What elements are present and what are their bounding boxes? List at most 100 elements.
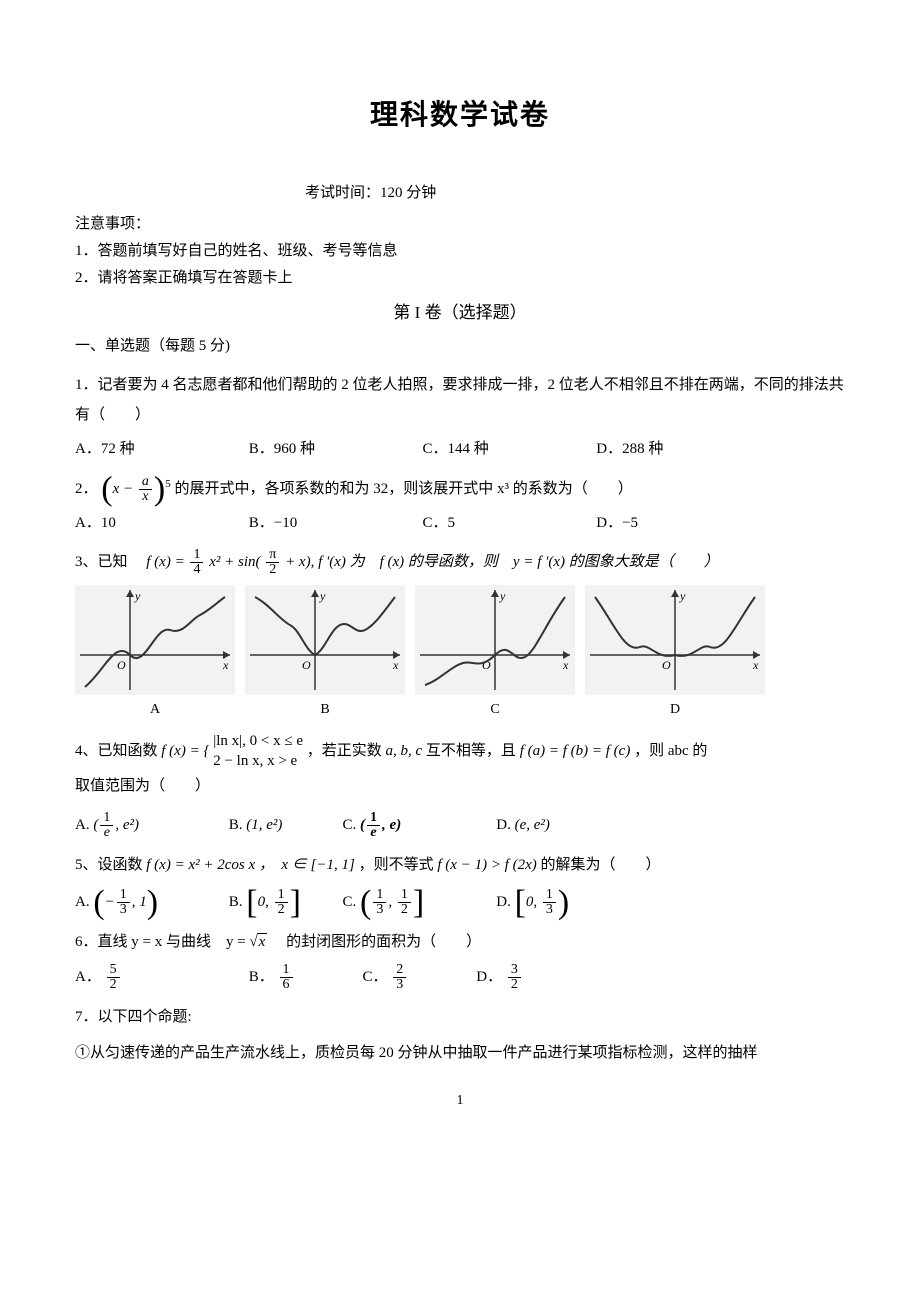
q3-f1d: 4: [190, 563, 203, 577]
svg-text:y: y: [134, 589, 141, 603]
q2-expr: x − ax: [113, 481, 154, 497]
svg-text:x: x: [222, 658, 229, 672]
q1-opt-a: A．72 种: [75, 436, 245, 463]
q6-sqrt-arg: x: [257, 933, 268, 950]
q3-graph-b: y x O B: [245, 585, 405, 722]
q5-b-pre: B.: [229, 889, 243, 916]
svg-text:x: x: [562, 658, 569, 672]
q5-d-pre: D.: [496, 889, 511, 916]
q6-c-n: 2: [393, 963, 406, 978]
q6-opt-d: D． 32: [476, 963, 586, 992]
question-6-options: A． 52 B． 16 C． 23 D． 32: [75, 963, 845, 992]
q3-label-b: B: [245, 697, 405, 722]
q6-text-a: 6．直线 y = x 与曲线 y =: [75, 934, 249, 950]
q4-d-pre: D.: [496, 812, 511, 839]
notice-2: 2．请将答案正确填写在答题卡上: [75, 265, 845, 292]
question-3: 3、已知 f (x) = 14 x² + sin( π2 + x), f '(x…: [75, 547, 845, 577]
q4-tail3: ，则 abc 的: [634, 743, 707, 759]
q5-tail2: 的解集为（ ）: [541, 857, 661, 873]
q3-mid1: x² + sin(: [209, 554, 260, 570]
q4-tail2: 互不相等，且: [426, 743, 520, 759]
q6-b-n: 1: [280, 963, 293, 978]
q4-fx: f (x) = {: [161, 743, 209, 759]
q5-c-pre: C.: [343, 889, 357, 916]
q5-dom: ， x ∈ [−1, 1]: [259, 857, 355, 873]
q4-line2: 取值范围为（ ）: [75, 778, 210, 794]
q4-lead: 4、已知函数: [75, 743, 161, 759]
question-7: 7．以下四个命题:: [75, 1002, 845, 1032]
q5-opt-b: B. [0, 12]: [229, 888, 339, 917]
q5-fx: f (x) = x² + 2cos x: [146, 857, 255, 873]
q6-a-pre: A．: [75, 964, 101, 991]
q5-tail: ，则不等式: [359, 857, 438, 873]
q5-ineq: f (x − 1) > f (2x): [437, 857, 536, 873]
q4-b-val: (1, e²): [246, 812, 282, 839]
q6-opt-a: A． 52: [75, 963, 245, 992]
q6-a-d: 2: [107, 978, 120, 992]
svg-text:y: y: [499, 589, 506, 603]
question-2-options: A．10 B．−10 C．5 D．−5: [75, 510, 845, 537]
q5-opt-c: C. (13, 12]: [343, 888, 493, 917]
q2-opt-c: C．5: [423, 510, 593, 537]
q3-graph-d: y x O D: [585, 585, 765, 722]
q2-exp: 5: [165, 478, 171, 490]
q6-text-b: 的封闭图形的面积为（ ）: [271, 934, 481, 950]
q2-paren-l: (: [101, 471, 112, 508]
q4-tail1: ，若正实数: [307, 743, 386, 759]
svg-text:y: y: [319, 589, 326, 603]
q6-b-d: 6: [280, 978, 293, 992]
q3-graph-c: y x O C: [415, 585, 575, 722]
q4-pw-row1: |ln x|, 0 < x ≤ e: [213, 732, 303, 752]
question-5-options: A. (−13, 1) B. [0, 12] C. (13, 12] D. [0…: [75, 888, 845, 917]
question-1: 1．记者要为 4 名志愿者都和他们帮助的 2 位老人拍照，要求排成一排，2 位老…: [75, 370, 845, 430]
q5-lead: 5、设函数: [75, 857, 146, 873]
q6-a-n: 5: [107, 963, 120, 978]
page-title: 理科数学试卷: [75, 90, 845, 140]
svg-text:x: x: [392, 658, 399, 672]
q6-b-pre: B．: [249, 964, 274, 991]
q3-fx: f (x) = 14 x² + sin( π2 + x), f '(x) 为 f…: [146, 554, 718, 570]
q2-opt-a: A．10: [75, 510, 245, 537]
question-4: 4、已知函数 f (x) = { |ln x|, 0 < x ≤ e 2 − l…: [75, 732, 845, 801]
part-1-label: 一、单选题（每题 5 分): [75, 333, 845, 360]
question-4-options: A. (1e, e²) B. (1, e²) C. (1e, e) D. (e,…: [75, 811, 845, 840]
q5-opt-a: A. (−13, 1): [75, 888, 225, 917]
q1-opt-c: C．144 种: [423, 436, 593, 463]
q6-d-d: 2: [508, 978, 521, 992]
q3-graph-a: y x O A: [75, 585, 235, 722]
q3-lead: 3、已知: [75, 554, 143, 570]
q6-d-n: 3: [508, 963, 521, 978]
svg-text:O: O: [662, 658, 671, 672]
section-1-heading: 第 I 卷（选择题）: [75, 298, 845, 329]
q4-opt-a: A. (1e, e²): [75, 811, 225, 840]
q4-abc: a, b, c: [386, 743, 423, 759]
svg-text:y: y: [679, 589, 686, 603]
q2-opt-b: B．−10: [249, 510, 419, 537]
q3-mid2: + x), f '(x) 为 f (x) 的导函数，则 y = f '(x) 的…: [285, 554, 719, 570]
q3-label-d: D: [585, 697, 765, 722]
q2-lead: 2．: [75, 481, 98, 497]
q4-opt-c: C. (1e, e): [343, 811, 493, 840]
q6-opt-c: C． 23: [363, 963, 473, 992]
page-number: 1: [75, 1088, 845, 1113]
exam-time: 考试时间：120 分钟: [75, 180, 845, 207]
q3-f2d: 2: [266, 563, 279, 577]
q2-paren-r: ): [154, 471, 165, 508]
q7-p1: ①从匀速传递的产品生产流水线上，质检员每 20 分钟从中抽取一件产品进行某项指标…: [75, 1038, 845, 1068]
svg-text:O: O: [117, 658, 126, 672]
question-2: 2． (x − ax)5 的展开式中，各项系数的和为 32，则该展开式中 x³ …: [75, 473, 845, 504]
question-1-options: A．72 种 B．960 种 C．144 种 D．288 种: [75, 436, 845, 463]
q6-c-d: 3: [393, 978, 406, 992]
q3-label-a: A: [75, 697, 235, 722]
q6-d-pre: D．: [476, 964, 502, 991]
q4-a-pre: A.: [75, 812, 90, 839]
q3-graphs: y x O A y x O B y x O C: [75, 585, 845, 722]
q4-opt-d: D. (e, e²): [496, 812, 606, 839]
q6-sqrt: √x: [249, 934, 267, 950]
q4-b-pre: B.: [229, 812, 243, 839]
notice-label: 注意事项：: [75, 211, 845, 238]
q4-c-pre: C.: [343, 812, 357, 839]
q2-opt-d: D．−5: [596, 510, 766, 537]
svg-text:O: O: [302, 658, 311, 672]
svg-text:x: x: [752, 658, 759, 672]
